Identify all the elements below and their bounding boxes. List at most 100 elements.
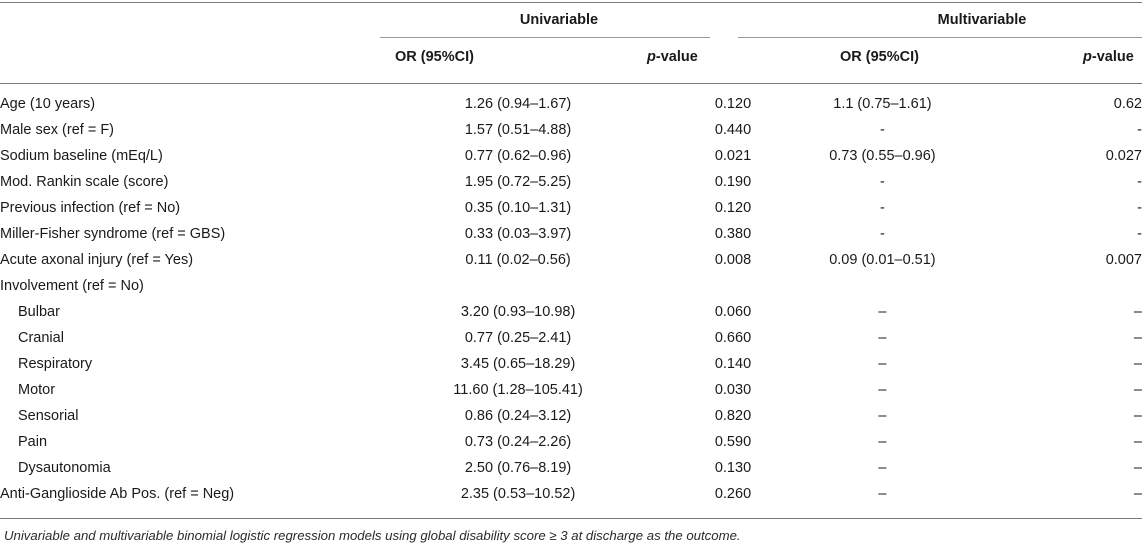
univariable-p-cell: 0.190: [714, 174, 752, 190]
table-row: Dysautonomia 2.50 (0.76–8.19) 0.130 – –: [0, 455, 1142, 481]
univariable-p-cell: 0.008: [714, 252, 752, 268]
multivariable-p-cell: 0.027: [1105, 148, 1142, 164]
univariable-or-cell: 2.35 (0.53–10.52): [460, 486, 576, 502]
multivariable-or-cell: –: [878, 434, 887, 450]
multivariable-p-cell: [1014, 273, 1142, 299]
top-rule: [0, 2, 1142, 3]
univariable-or-cell: 3.20 (0.93–10.98): [460, 304, 576, 320]
univariable-p-cell: 0.060: [714, 304, 752, 320]
univariable-p-cell: 0.660: [714, 330, 752, 346]
univariable-or-cell: 0.73 (0.24–2.26): [464, 434, 572, 450]
col-header-univariable-or: OR (95%CI): [395, 49, 474, 65]
multivariable-p-cell: –: [1133, 330, 1142, 346]
table-row: Sensorial 0.86 (0.24–3.12) 0.820 – –: [0, 403, 1142, 429]
row-label: Sodium baseline (mEq/L): [0, 148, 163, 164]
multivariable-p-cell: -: [1137, 174, 1142, 190]
multivariable-or-cell: -: [880, 226, 885, 242]
multivariable-p-cell: –: [1133, 486, 1142, 502]
univariable-or-cell: 0.35 (0.10–1.31): [464, 200, 572, 216]
multivariable-p-cell: -: [1137, 200, 1142, 216]
multivariable-or-cell: 0.09 (0.01–0.51): [829, 252, 936, 268]
univariable-p-cell: 0.140: [714, 356, 752, 372]
row-label: Involvement (ref = No): [0, 278, 144, 294]
multivariable-p-cell: -: [1137, 122, 1142, 138]
univariable-p-cell: 0.380: [714, 226, 752, 242]
col-header-univariable-p: p-value: [647, 49, 698, 65]
univariable-or-cell: 2.50 (0.76–8.19): [464, 460, 572, 476]
univariable-or-cell: 3.45 (0.65–18.29): [460, 356, 576, 372]
table-row: Sodium baseline (mEq/L) 0.77 (0.62–0.96) 0…: [0, 143, 1142, 169]
table-row: Respiratory 3.45 (0.65–18.29) 0.140 – –: [0, 351, 1142, 377]
col-header-multivariable-p: p-value: [1083, 49, 1134, 65]
multivariable-or-cell: –: [878, 330, 887, 346]
multivariable-p-cell: –: [1133, 434, 1142, 450]
table-row: Acute axonal injury (ref = Yes) 0.11 (0.0…: [0, 247, 1142, 273]
univariable-or-cell: 0.11 (0.02–0.56): [465, 252, 571, 268]
table-row: Anti-Ganglioside Ab Pos. (ref = Neg) 2.35…: [0, 481, 1142, 507]
multivariable-or-cell: 0.73 (0.55–0.96): [829, 148, 936, 164]
univariable-p-cell: 0.021: [714, 148, 752, 164]
table-footnote: Univariable and multivariable binomial l…: [4, 528, 741, 543]
univariable-or-cell: 1.95 (0.72–5.25): [464, 174, 572, 190]
univariable-p-cell: 0.030: [714, 382, 752, 398]
group-header-univariable: Univariable: [519, 12, 599, 28]
row-label: Acute axonal injury (ref = Yes): [0, 252, 194, 268]
univariable-p-cell: 0.120: [714, 200, 752, 216]
table-row: Miller-Fisher syndrome (ref = GBS) 0.33 (…: [0, 221, 1142, 247]
multivariable-or-cell: -: [880, 122, 885, 138]
header-rule: [0, 83, 1142, 84]
univariable-p-cell: 0.260: [714, 486, 752, 502]
table-row: Mod. Rankin scale (score) 1.95 (0.72–5.25…: [0, 169, 1142, 195]
table-row: Male sex (ref = F) 1.57 (0.51–4.88) 0.440 -…: [0, 117, 1142, 143]
table-row: Pain 0.73 (0.24–2.26) 0.590 – –: [0, 429, 1142, 455]
univariable-p-cell: [649, 273, 751, 299]
row-label: Dysautonomia: [18, 460, 111, 476]
row-label: Pain: [18, 434, 48, 450]
table-body: Age (10 years) 1.26 (0.94–1.67) 0.120 1.1 (…: [0, 91, 1142, 507]
table-row: Age (10 years) 1.26 (0.94–1.67) 0.120 1.1 (…: [0, 91, 1142, 117]
multivariable-or-cell: –: [878, 304, 887, 320]
group-header-multivariable: Multivariable: [937, 12, 1027, 28]
row-label: Mod. Rankin scale (score): [0, 174, 169, 190]
univariable-or-cell: 1.26 (0.94–1.67): [464, 96, 572, 112]
row-label: Previous infection (ref = No): [0, 200, 181, 216]
multivariable-or-cell: –: [878, 382, 887, 398]
row-label: Age (10 years): [0, 96, 96, 112]
univariable-or-cell: 1.57 (0.51–4.88): [464, 122, 572, 138]
row-label: Bulbar: [18, 304, 60, 320]
univariable-or-cell: 0.33 (0.03–3.97): [464, 226, 572, 242]
univariable-p-cell: 0.130: [714, 460, 752, 476]
row-label: Motor: [18, 382, 56, 398]
table-row: Motor 11.60 (1.28–105.41) 0.030 – –: [0, 377, 1142, 403]
table-row: Previous infection (ref = No) 0.35 (0.10–…: [0, 195, 1142, 221]
multivariable-p-cell: –: [1133, 382, 1142, 398]
table-row: Cranial 0.77 (0.25–2.41) 0.660 – –: [0, 325, 1142, 351]
col-header-multivariable-or: OR (95%CI): [840, 49, 919, 65]
multivariable-underline: [738, 37, 1142, 38]
univariable-p-cell: 0.120: [714, 96, 752, 112]
bottom-rule: [0, 518, 1142, 519]
multivariable-or-cell: 1.1 (0.75–1.61): [833, 96, 932, 112]
univariable-or-cell: 0.77 (0.62–0.96): [464, 148, 572, 164]
univariable-or-cell: 0.77 (0.25–2.41): [464, 330, 572, 346]
univariable-or-cell: 0.86 (0.24–3.12): [464, 408, 572, 424]
multivariable-p-cell: -: [1137, 226, 1142, 242]
multivariable-or-cell: –: [878, 486, 887, 502]
row-label: Sensorial: [18, 408, 79, 424]
multivariable-or-cell: [751, 273, 1014, 299]
row-label: Male sex (ref = F): [0, 122, 115, 138]
univariable-underline: [380, 37, 710, 38]
multivariable-or-cell: –: [878, 408, 887, 424]
row-label: Miller-Fisher syndrome (ref = GBS): [0, 226, 226, 242]
univariable-or-cell: 11.60 (1.28–105.41): [453, 382, 583, 398]
multivariable-or-cell: -: [880, 174, 885, 190]
univariable-p-cell: 0.440: [714, 122, 752, 138]
row-label: Anti-Ganglioside Ab Pos. (ref = Neg): [0, 486, 235, 502]
multivariable-or-cell: –: [878, 356, 887, 372]
table-row: Involvement (ref = No): [0, 273, 1142, 299]
multivariable-p-cell: –: [1133, 304, 1142, 320]
multivariable-p-cell: 0.007: [1105, 252, 1142, 268]
multivariable-or-cell: -: [880, 200, 885, 216]
multivariable-p-cell: –: [1133, 460, 1142, 476]
